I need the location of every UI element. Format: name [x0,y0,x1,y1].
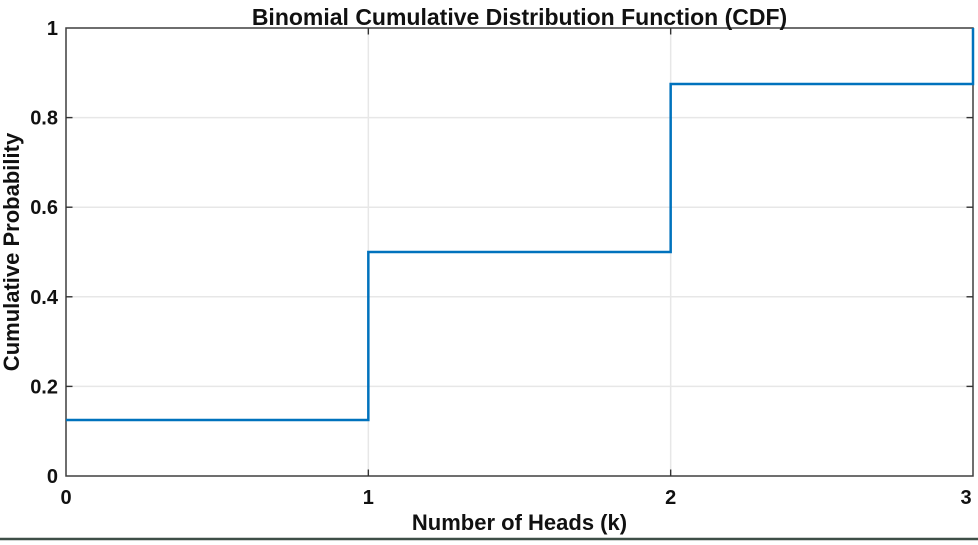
y-tick-labels: 0 0.2 0.4 0.6 0.8 1 [30,18,59,488]
x-tick-label: 1 [363,487,374,509]
y-tick-label: 0.4 [30,287,59,309]
y-tick-label: 0.6 [30,197,58,219]
x-tick-label: 3 [960,487,971,509]
chart-title: Binomial Cumulative Distribution Functio… [252,4,787,30]
tick-marks [66,28,973,476]
y-tick-label: 1 [47,18,58,40]
y-tick-label: 0.2 [30,376,58,398]
axes-box [65,27,974,477]
x-tick-labels: 0 1 2 3 [60,487,971,509]
x-tick-label: 0 [60,487,71,509]
y-axis-label: Cumulative Probability [0,132,24,371]
cdf-step-line [66,28,975,422]
x-tick-label: 2 [665,487,676,509]
y-tick-label: 0 [47,466,58,488]
y-tick-label: 0.8 [30,108,58,130]
x-axis-label: Number of Heads (k) [412,510,627,535]
